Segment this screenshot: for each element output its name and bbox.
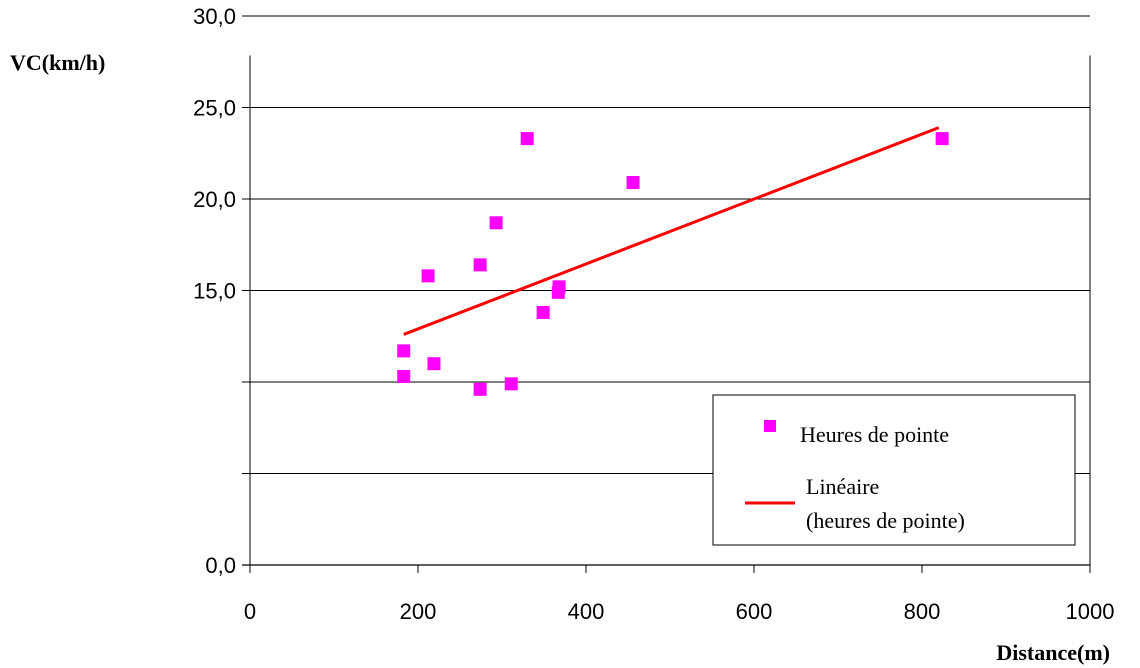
data-point (427, 357, 441, 371)
y-tick-label: 30,0 (193, 4, 236, 29)
legend-marker-scatter (764, 420, 776, 432)
x-axis-title: Distance(m) (996, 640, 1110, 665)
data-point (489, 216, 503, 230)
x-tick-label: 400 (568, 599, 605, 624)
y-tick-label: 20,0 (193, 187, 236, 212)
legend-label-line-2: (heures de pointe) (806, 508, 965, 533)
x-tick-label: 0 (244, 599, 256, 624)
x-axis-ticks: 0 200 400 600 800 1000 (244, 565, 1115, 624)
data-point (473, 382, 487, 396)
legend: Heures de pointe Linéaire (heures de poi… (712, 394, 1076, 546)
data-point (397, 370, 411, 384)
y-axis-title: VC(km/h) (10, 50, 105, 75)
x-tick-label: 200 (400, 599, 437, 624)
trend-line (403, 126, 940, 336)
legend-label-scatter: Heures de pointe (800, 422, 949, 447)
data-point (397, 344, 411, 358)
y-tick-label: 0,0 (205, 553, 236, 578)
y-tick-label: 15,0 (193, 279, 236, 304)
data-point (536, 305, 550, 319)
legend-label-line-1: Linéaire (806, 474, 879, 499)
data-point (935, 132, 949, 146)
data-point (520, 132, 534, 146)
trend-line-layer (403, 126, 940, 336)
y-axis-ticks: 0,0 15,0 20,0 25,0 30,0 (193, 4, 250, 578)
data-point (504, 377, 518, 391)
x-tick-label: 800 (904, 599, 941, 624)
y-tick-label: 25,0 (193, 96, 236, 121)
data-point (626, 176, 640, 190)
data-point (473, 258, 487, 272)
data-point (552, 280, 566, 294)
x-tick-label: 600 (736, 599, 773, 624)
x-tick-label: 1000 (1066, 599, 1115, 624)
data-points (397, 132, 949, 396)
data-point (421, 269, 435, 283)
